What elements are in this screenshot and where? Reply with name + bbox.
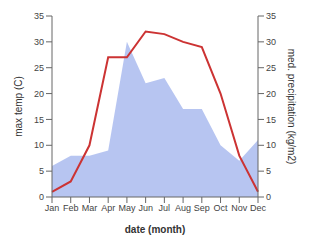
svg-text:10: 10 — [34, 140, 44, 150]
svg-text:0: 0 — [266, 192, 271, 202]
svg-text:Mar: Mar — [82, 203, 98, 213]
svg-text:30: 30 — [266, 37, 276, 47]
svg-text:15: 15 — [266, 115, 276, 125]
svg-text:10: 10 — [266, 140, 276, 150]
svg-text:15: 15 — [34, 115, 44, 125]
svg-text:May: May — [118, 203, 136, 213]
svg-text:Jul: Jul — [159, 203, 171, 213]
svg-text:25: 25 — [266, 63, 276, 73]
svg-text:Oct: Oct — [214, 203, 229, 213]
svg-text:5: 5 — [39, 166, 44, 176]
svg-text:20: 20 — [266, 89, 276, 99]
svg-text:Aug: Aug — [175, 203, 191, 213]
svg-text:Dec: Dec — [250, 203, 267, 213]
svg-text:35: 35 — [34, 11, 44, 21]
svg-text:25: 25 — [34, 63, 44, 73]
svg-text:Feb: Feb — [63, 203, 79, 213]
svg-text:35: 35 — [266, 11, 276, 21]
svg-text:5: 5 — [266, 166, 271, 176]
svg-text:date (month): date (month) — [125, 224, 186, 235]
svg-text:med. precipitation (kg/m2): med. precipitation (kg/m2) — [286, 49, 297, 165]
svg-text:Apr: Apr — [101, 203, 115, 213]
svg-text:0: 0 — [39, 192, 44, 202]
svg-text:Nov: Nov — [231, 203, 248, 213]
svg-text:Jan: Jan — [45, 203, 60, 213]
svg-text:Jun: Jun — [138, 203, 153, 213]
svg-text:30: 30 — [34, 37, 44, 47]
svg-text:Sep: Sep — [194, 203, 210, 213]
svg-text:max temp (C): max temp (C) — [13, 76, 24, 137]
svg-text:20: 20 — [34, 89, 44, 99]
